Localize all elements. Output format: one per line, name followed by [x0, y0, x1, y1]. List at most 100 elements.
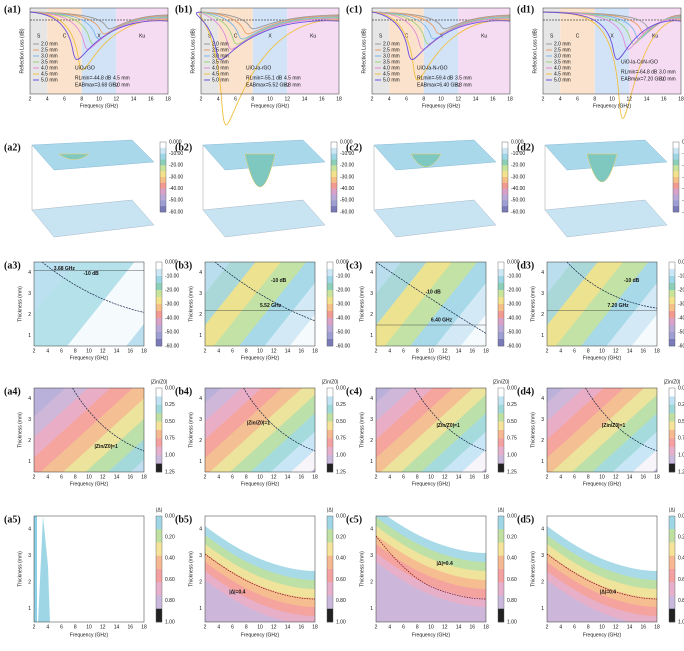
x-tick-label: 8: [422, 96, 425, 102]
colorbar-tick-label: -10.00: [511, 151, 525, 157]
contour-band: [205, 388, 242, 422]
colorbar-tick-label: -60.00: [169, 209, 183, 215]
colorbar-tick-label: -30.00: [336, 301, 350, 307]
colorbar-tick-label: -20.00: [678, 287, 684, 293]
panel-label: (c2): [346, 142, 362, 153]
y-tick-label: 2: [370, 312, 373, 318]
colorbar-tick-label: -60.00: [511, 209, 525, 215]
rl-curve: [200, 11, 340, 45]
frequency-band: [30, 8, 48, 94]
contour-band: [547, 262, 598, 326]
x-tick-label: 16: [469, 348, 475, 354]
colorbar-tick-label: 0.50: [165, 419, 175, 425]
band-label: X: [97, 33, 101, 39]
y-axis-label: Reflection Loss (dB): [532, 28, 538, 73]
colorbar-step: [502, 153, 508, 160]
rl-curve: [371, 11, 511, 40]
colorbar-step: [327, 304, 333, 312]
x-tick-label: 12: [442, 348, 448, 354]
x-tick-label: 6: [231, 474, 234, 480]
delta-bands: [547, 526, 657, 622]
x-tick-label: 4: [46, 96, 49, 102]
x-tick-label: 6: [402, 624, 405, 630]
colorbar-tick-label: -30.00: [507, 301, 521, 307]
rl-curve: [198, 11, 340, 126]
colorbar-tick-label: 0.00: [507, 385, 517, 391]
x-tick-label: 4: [217, 624, 220, 630]
colorbar-step: [498, 555, 504, 570]
colorbar-step: [498, 608, 504, 623]
legend-label: 4.0 mm: [41, 65, 58, 71]
y-tick-label: 2: [370, 580, 373, 586]
y-tick-label: 2: [199, 312, 202, 318]
colorbar-step: [673, 153, 679, 160]
contour-band: [547, 388, 564, 403]
rl-curve: [195, 11, 340, 61]
colorbar-step: [669, 339, 675, 347]
delta-contour: [376, 535, 486, 600]
y-tick-label: 3: [199, 417, 202, 423]
contour-band: [376, 388, 413, 422]
colorbar-step: [160, 147, 166, 154]
x-tick-label: 6: [231, 624, 234, 630]
colorbar-tick-label: 0.00: [678, 385, 684, 391]
legend-label: 4.0 mm: [212, 65, 229, 71]
colorbar-step: [156, 569, 162, 583]
legend-label: 4.5 mm: [41, 71, 58, 77]
plot-frame: [33, 515, 145, 623]
y-tick-label: 4: [28, 527, 31, 533]
x-tick-label: 6: [60, 348, 63, 354]
colorbar-step: [327, 421, 333, 431]
colorbar-tick-label: -60.00: [340, 209, 354, 215]
legend-label: 4.0 mm: [383, 65, 400, 71]
frequency-band: [47, 8, 82, 94]
colorbar-step: [327, 430, 333, 439]
y-tick-label: 4: [541, 527, 544, 533]
colorbar-step: [669, 304, 675, 312]
colorbar-tick-label: -20.00: [169, 163, 183, 169]
panel-label: (d1): [517, 4, 534, 15]
delta-annotation: |Δ|=0.4: [437, 561, 453, 567]
rl-curve: [200, 11, 340, 35]
x-tick-label: 2: [542, 96, 545, 102]
colorbar-step: [498, 325, 504, 333]
y-tick-label: 1: [199, 459, 202, 465]
colorbar-step: [498, 297, 504, 305]
x-tick-label: 18: [483, 624, 489, 630]
y-tick-label: 4: [541, 396, 544, 402]
panel-label: (a2): [4, 142, 21, 153]
x-tick-label: 2: [200, 96, 203, 102]
plot-frame: [546, 387, 658, 473]
colorbar-step: [669, 311, 675, 319]
legend-label: 5.0 mm: [554, 77, 571, 83]
rl-curve: [371, 11, 511, 60]
colorbar-tick-label: 0.25: [507, 402, 517, 408]
x-tick-label: 18: [483, 348, 489, 354]
x-tick-label: 14: [473, 96, 479, 102]
delta-band: [547, 580, 657, 622]
colorbar-step: [669, 396, 675, 406]
x-tick-label: 10: [96, 96, 102, 102]
legend-label: 4.5 mm: [554, 71, 571, 77]
colorbar-step: [160, 153, 166, 160]
x-tick-label: 2: [33, 474, 36, 480]
surface-floor: [544, 199, 668, 238]
colorbar-step: [498, 446, 504, 456]
colorbar-step: [156, 413, 162, 422]
plot-frame: [200, 7, 340, 95]
legend-label: 3.5 mm: [212, 59, 229, 65]
colorbar-step: [327, 318, 333, 326]
band-label: S: [379, 33, 383, 39]
x-tick-label: 10: [86, 624, 92, 630]
band-label: C: [63, 33, 67, 39]
colorbar-tick-label: 0.25: [336, 402, 346, 408]
matching-contour: [72, 388, 144, 452]
colorbar-step: [669, 404, 675, 414]
band-label: X: [610, 33, 614, 39]
y-tick-label: 4: [199, 270, 202, 276]
colorbar-tick-label: -30.00: [678, 301, 684, 307]
colorbar-step: [327, 463, 333, 473]
rl-curve: [29, 11, 169, 60]
eab-max: EABmax=6.40 GHz: [417, 82, 461, 88]
colorbar-step: [331, 177, 337, 184]
